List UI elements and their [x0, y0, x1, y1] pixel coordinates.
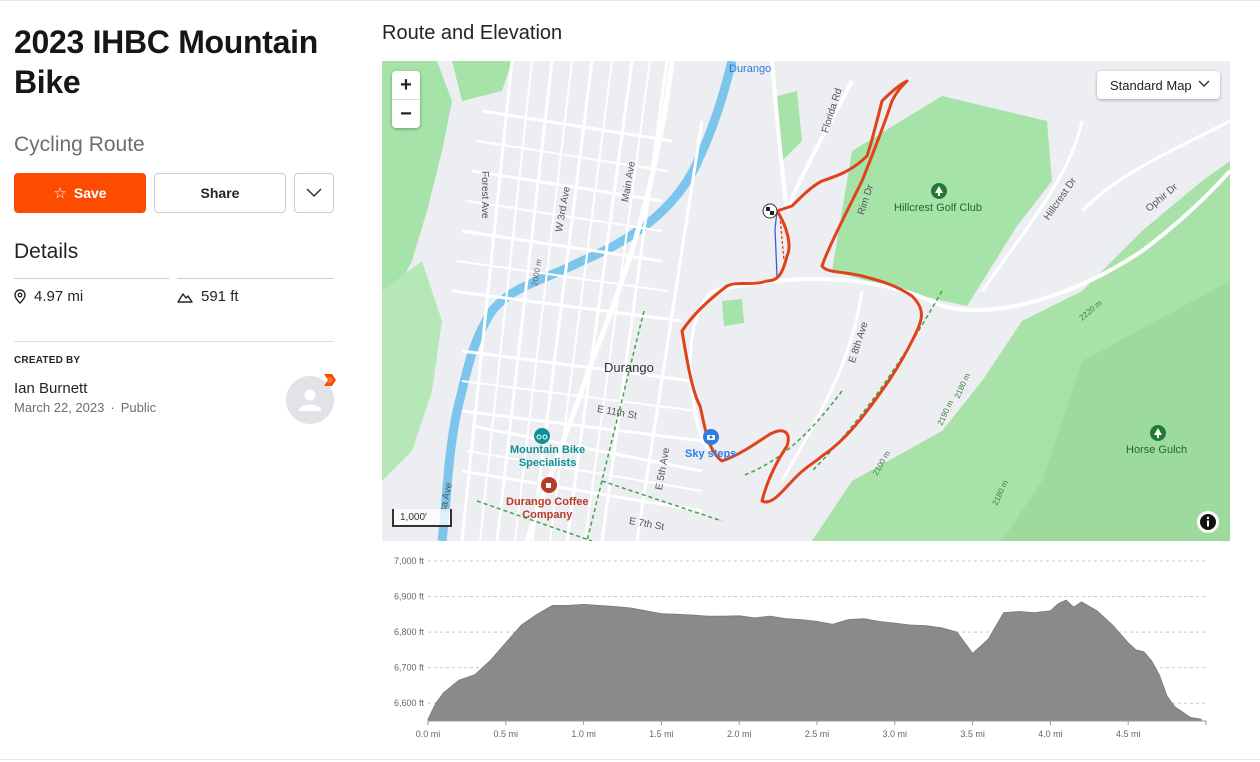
x-tick-label: 3.5 mi	[960, 729, 985, 739]
map-style-select[interactable]: Standard Map	[1097, 71, 1220, 99]
stat-divider	[14, 278, 169, 279]
main-road	[524, 61, 675, 541]
park-area-southwest	[382, 261, 442, 481]
x-tick-label: 1.0 mi	[571, 729, 596, 739]
created-by-label: CREATED BY	[14, 355, 81, 366]
zoom-controls: + −	[392, 71, 420, 128]
distance-value: 4.97 mi	[34, 288, 84, 305]
trail-dashes	[476, 290, 943, 541]
poi-label-bike-shop: Mountain Bike Specialists	[510, 444, 586, 469]
x-tick-label: 1.5 mi	[649, 729, 674, 739]
zoom-in-button[interactable]: +	[400, 73, 412, 96]
route-map[interactable]: 2220 m 2190 m 2180 m 2100 m 2180 m 2000 …	[382, 61, 1230, 541]
x-tick-label: 2.5 mi	[805, 729, 830, 739]
details-heading: Details	[14, 240, 79, 263]
elevation-value: 591 ft	[201, 288, 239, 305]
y-tick-label: 7,000 ft	[394, 556, 425, 566]
y-tick-label: 6,600 ft	[394, 698, 425, 708]
y-tick-label: 6,800 ft	[394, 627, 425, 637]
map-style-label: Standard Map	[1110, 77, 1192, 93]
strava-badge-icon	[324, 374, 336, 386]
checkered-flag-icon	[762, 203, 778, 219]
info-icon	[1200, 514, 1216, 530]
meta-separator: ·	[110, 400, 115, 415]
bike-shop-icon	[534, 428, 550, 444]
section-divider	[14, 341, 334, 342]
visibility: Public	[120, 400, 157, 415]
street-grid	[451, 61, 704, 541]
park-small-2	[722, 299, 744, 326]
poi-label-sky-steps: Sky steps	[685, 448, 737, 460]
poi-label-coffee: Durango Coffee Company	[506, 496, 589, 521]
bottom-divider	[0, 759, 1260, 760]
avatar[interactable]	[286, 376, 334, 424]
y-tick-label: 6,900 ft	[394, 592, 425, 602]
camera-icon	[703, 429, 719, 445]
user-silhouette-icon	[299, 389, 321, 411]
florida-rd	[770, 61, 854, 212]
river	[437, 61, 737, 541]
x-tick-label: 4.0 mi	[1038, 729, 1063, 739]
elevation-stat: 591 ft	[177, 288, 239, 305]
park-area-north	[452, 61, 512, 101]
route-meta: March 22, 2023 · Public	[14, 400, 156, 415]
poi-label-horse-gulch: Horse Gulch	[1126, 444, 1188, 456]
save-button[interactable]: ☆ Save	[14, 173, 146, 213]
hill-shade	[1002, 281, 1230, 541]
elevation-area	[427, 599, 1202, 722]
y-tick-label: 6,700 ft	[394, 663, 425, 673]
chevron-down-icon	[1198, 80, 1210, 87]
x-tick-label: 0.5 mi	[494, 729, 519, 739]
map-canvas: 2220 m 2190 m 2180 m 2100 m 2180 m 2000 …	[382, 61, 1230, 541]
route-line	[680, 79, 923, 504]
park-small	[777, 91, 802, 161]
zoom-out-button[interactable]: −	[392, 99, 420, 128]
hillcrest-road	[980, 120, 1084, 292]
elevation-chart[interactable]: 6,600 ft 6,700 ft 6,800 ft 6,900 ft 7,000 ft…	[382, 550, 1230, 750]
x-tick-label: 0.0 mi	[416, 729, 441, 739]
star-icon: ☆	[53, 185, 67, 202]
chevron-down-icon	[306, 188, 322, 198]
route-type: Cycling Route	[14, 133, 145, 156]
more-options-button[interactable]	[294, 173, 334, 213]
route-actions: ☆ Save Share	[14, 173, 334, 213]
created-date: March 22, 2023	[14, 400, 105, 415]
place-label-durango-north: Durango	[729, 63, 772, 75]
share-button[interactable]: Share	[154, 173, 286, 213]
east-road	[711, 169, 1230, 312]
x-tick-label: 2.0 mi	[727, 729, 752, 739]
distance-stat: 4.97 mi	[14, 288, 83, 305]
x-tick-label: 3.0 mi	[883, 729, 908, 739]
route-title: 2023 IHBC Mountain Bike	[14, 24, 318, 100]
golf-tree-icon	[931, 183, 947, 199]
horse-gulch-tree-icon	[1150, 425, 1166, 441]
location-pin-icon	[14, 289, 26, 304]
share-button-label: Share	[200, 185, 240, 201]
e8th-road	[780, 290, 864, 482]
save-button-label: Save	[73, 185, 107, 201]
creator-name[interactable]: Ian Burnett	[14, 380, 88, 397]
coffee-icon	[541, 477, 557, 493]
park-area-golf	[832, 96, 1052, 306]
mountain-icon	[177, 292, 193, 303]
map-info-button[interactable]	[1197, 511, 1219, 533]
route-end-spur	[779, 215, 785, 262]
street-label: Forest Ave	[479, 171, 490, 219]
stat-divider	[177, 278, 334, 279]
section-title: Route and Elevation	[382, 22, 563, 44]
top-divider	[0, 0, 1260, 1]
place-label-durango: Durango	[604, 360, 654, 375]
x-tick-label: 4.5 mi	[1116, 729, 1141, 739]
poi-label-golf: Hillcrest Golf Club	[894, 202, 983, 214]
map-scale: 1,000′	[392, 509, 452, 527]
ophir-road	[1080, 119, 1230, 213]
